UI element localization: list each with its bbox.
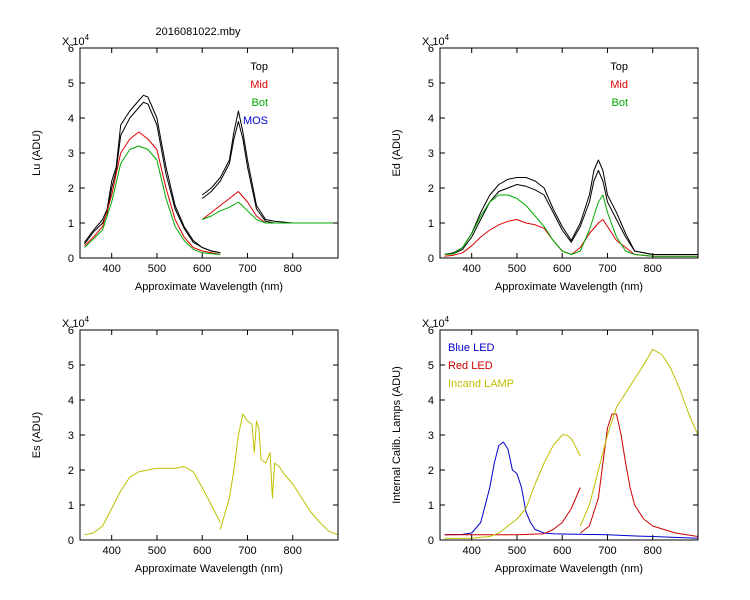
plot-frame bbox=[439, 47, 699, 259]
x-tick-label: 600 bbox=[553, 263, 571, 275]
legend-entry-mid: Mid bbox=[610, 79, 628, 91]
series-line-mid bbox=[84, 131, 338, 255]
y-tick-label: 1 bbox=[428, 500, 434, 512]
x-axis-label: Approximate Wavelength (nm) bbox=[135, 281, 283, 293]
x-tick-label: 400 bbox=[463, 545, 481, 557]
x-tick-label: 700 bbox=[598, 545, 616, 557]
y-tick-label: 4 bbox=[428, 113, 434, 125]
y-axis-label: Es (ADU) bbox=[31, 412, 43, 458]
x-tick-label: 400 bbox=[463, 263, 481, 275]
y-tick-label: 2 bbox=[428, 465, 434, 477]
x-axis-label: Approximate Wavelength (nm) bbox=[495, 563, 643, 575]
y-tick-label: 2 bbox=[68, 465, 74, 477]
x-tick-label: 600 bbox=[193, 545, 211, 557]
y-tick-label: 4 bbox=[428, 395, 434, 407]
y-exponent-label: X 104 bbox=[422, 33, 450, 48]
series-line-top-2 bbox=[444, 170, 698, 255]
y-tick-label: 2 bbox=[428, 183, 434, 195]
y-tick-label: 1 bbox=[68, 218, 74, 230]
y-tick-label: 5 bbox=[428, 360, 434, 372]
x-axis-label: Approximate Wavelength (nm) bbox=[495, 281, 643, 293]
y-tick-label: 5 bbox=[68, 78, 74, 90]
x-tick-label: 400 bbox=[103, 545, 121, 557]
y-tick-label: 3 bbox=[68, 430, 74, 442]
series-line-top-2 bbox=[84, 101, 338, 254]
y-tick-label: 6 bbox=[428, 325, 434, 337]
chart-es: 400 500 600 700 800 0 1 2 3 4 5 6X 104 Approximate W… bbox=[31, 315, 339, 575]
x-tick-label: 700 bbox=[238, 545, 256, 557]
series-line-top bbox=[84, 94, 338, 254]
legend-entry-top: Top bbox=[610, 61, 628, 73]
series-line-bot bbox=[84, 145, 338, 255]
legend-entry-bot: Bot bbox=[251, 97, 268, 109]
y-tick-label: 3 bbox=[428, 430, 434, 442]
y-tick-label: 1 bbox=[428, 218, 434, 230]
series-line-bot bbox=[444, 194, 698, 257]
legend-entry-red-led: Red LED bbox=[448, 360, 493, 372]
y-tick-label: 4 bbox=[68, 395, 74, 407]
chart-ed: 400 500 600 700 800 0 1 2 3 4 5 6X 104 Approximate W… bbox=[391, 33, 699, 293]
series-line-top bbox=[444, 159, 698, 255]
y-tick-label: 6 bbox=[68, 325, 74, 337]
series-line-mid bbox=[444, 219, 698, 257]
x-tick-label: 800 bbox=[284, 545, 302, 557]
x-tick-label: 500 bbox=[148, 263, 166, 275]
legend-entry-mos: MOS bbox=[243, 115, 268, 127]
y-axis-label: Internal Calib. Lamps (ADU) bbox=[391, 366, 403, 504]
series-group bbox=[84, 94, 338, 255]
series-group bbox=[84, 413, 338, 536]
y-tick-label: 5 bbox=[68, 360, 74, 372]
series-line-blue-led bbox=[444, 441, 698, 539]
figure-title: 2016081022.mby bbox=[155, 26, 241, 38]
legend-entry-top: Top bbox=[250, 61, 268, 73]
x-tick-label: 600 bbox=[553, 545, 571, 557]
y-tick-label: 0 bbox=[68, 535, 74, 547]
legend-entry-incand-lamp: Incand LAMP bbox=[448, 378, 514, 390]
y-tick-label: 1 bbox=[68, 500, 74, 512]
legend-entry-blue-led: Blue LED bbox=[448, 342, 495, 354]
x-tick-label: 600 bbox=[193, 263, 211, 275]
y-tick-label: 2 bbox=[68, 183, 74, 195]
y-tick-label: 0 bbox=[428, 535, 434, 547]
y-tick-label: 3 bbox=[428, 148, 434, 160]
y-tick-label: 6 bbox=[428, 43, 434, 55]
series-group bbox=[444, 159, 698, 257]
plot-frame bbox=[79, 329, 339, 541]
chart-lamps: 400 500 600 700 800 0 1 2 3 4 5 6X 104 Approximate W… bbox=[391, 315, 699, 575]
y-tick-label: 6 bbox=[68, 43, 74, 55]
y-exponent-label: X 104 bbox=[422, 315, 450, 330]
x-tick-label: 700 bbox=[238, 263, 256, 275]
x-tick-label: 800 bbox=[284, 263, 302, 275]
x-tick-label: 500 bbox=[148, 545, 166, 557]
y-exponent-label: X 104 bbox=[62, 315, 90, 330]
chart-lu: 400 500 600 700 800 0 1 2 3 4 5 6X 104 Approximate W… bbox=[31, 33, 339, 293]
legend-entry-mid: Mid bbox=[250, 79, 268, 91]
y-axis-label: Ed (ADU) bbox=[391, 129, 403, 176]
y-tick-label: 0 bbox=[428, 253, 434, 265]
y-exponent-label: X 104 bbox=[62, 33, 90, 48]
y-tick-label: 3 bbox=[68, 148, 74, 160]
series-line-incand-lamp bbox=[444, 348, 698, 539]
x-tick-label: 800 bbox=[644, 545, 662, 557]
series-group bbox=[444, 348, 698, 539]
x-tick-label: 700 bbox=[598, 263, 616, 275]
x-axis-label: Approximate Wavelength (nm) bbox=[135, 563, 283, 575]
y-tick-label: 0 bbox=[68, 253, 74, 265]
y-tick-label: 4 bbox=[68, 113, 74, 125]
y-axis-label: Lu (ADU) bbox=[31, 130, 43, 176]
series-line-red-led bbox=[444, 413, 698, 537]
x-tick-label: 800 bbox=[644, 263, 662, 275]
series-line-es bbox=[84, 413, 338, 536]
x-tick-label: 400 bbox=[103, 263, 121, 275]
x-tick-label: 500 bbox=[508, 545, 526, 557]
legend-entry-bot: Bot bbox=[611, 97, 628, 109]
x-tick-label: 500 bbox=[508, 263, 526, 275]
y-tick-label: 5 bbox=[428, 78, 434, 90]
